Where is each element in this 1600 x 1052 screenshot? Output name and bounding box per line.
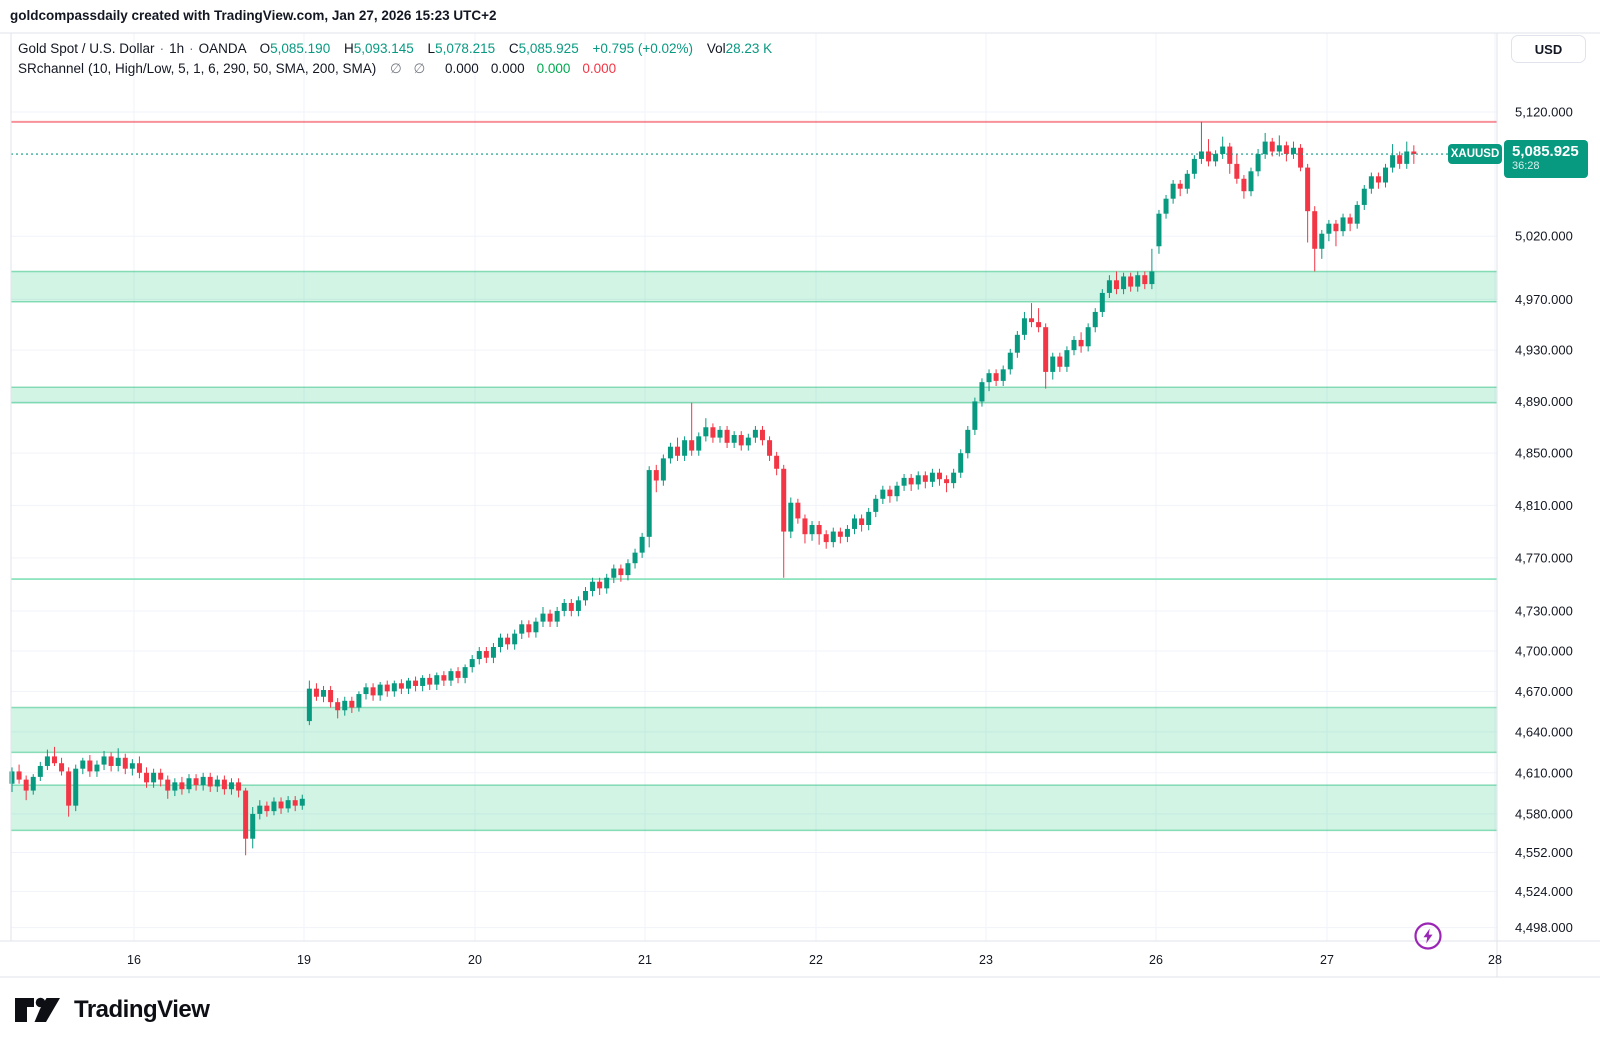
gridlines <box>11 33 1497 941</box>
low-value: 5,078.215 <box>435 41 496 56</box>
legend-symbol-row[interactable]: Gold Spot / U.S. Dollar · 1h · OANDA O5,085.… <box>18 39 772 59</box>
price-tick-label: 4,930.000 <box>1515 343 1573 358</box>
panel-borders <box>0 32 1600 978</box>
legend-separator: · <box>189 41 194 56</box>
indicator-params: (10, High/Low, 5, 1, 6, 290, 50, SMA, 20… <box>88 61 377 76</box>
price-tick-label: 4,730.000 <box>1515 603 1573 618</box>
indicator-value: 0.000 <box>536 61 571 76</box>
currency-toggle-button[interactable]: USD <box>1511 35 1586 63</box>
symbol-ticker: XAUUSD <box>1450 148 1500 160</box>
support-resistance-bands <box>11 270 1497 832</box>
price-tick-label: 4,640.000 <box>1515 724 1573 739</box>
lightning-bolt-icon <box>1414 922 1442 950</box>
close-value: 5,085.925 <box>518 41 579 56</box>
time-tick-label: 23 <box>979 953 993 967</box>
last-price-axis-label: 5,085.925 36:28 <box>1504 140 1588 178</box>
time-tick-label: 21 <box>638 953 652 967</box>
currency-label: USD <box>1534 41 1563 57</box>
time-tick-label: 19 <box>297 953 311 967</box>
price-tick-label: 4,552.000 <box>1515 845 1573 860</box>
tradingview-glyph-icon <box>15 997 60 1022</box>
indicator-value: 0.000 <box>445 61 479 76</box>
change-value: +0.795 (+0.02%) <box>592 41 694 56</box>
price-axis[interactable]: 5,120.000 5,020.000 4,970.000 4,930.000 4,89… <box>1515 105 1573 936</box>
time-tick-label: 28 <box>1488 953 1502 967</box>
time-axis[interactable]: 16 19 20 21 22 23 26 27 28 <box>127 953 1502 967</box>
price-tick-label: 4,890.000 <box>1515 394 1573 409</box>
legend-indicator-row[interactable]: SRchannel (10, High/Low, 5, 1, 6, 290, 50… <box>18 59 772 79</box>
chart-legend: Gold Spot / U.S. Dollar · 1h · OANDA O5,085.… <box>18 39 772 79</box>
price-tick-label: 4,580.000 <box>1515 806 1573 821</box>
indicator-null-values: ∅ ∅ <box>389 61 430 76</box>
indicator-value: 0.000 <box>490 61 525 76</box>
time-tick-label: 27 <box>1320 953 1334 967</box>
tradingview-logo[interactable]: TradingView <box>15 996 210 1024</box>
low-key: L <box>427 41 436 56</box>
price-tick-label: 5,020.000 <box>1515 229 1573 244</box>
open-key: O <box>259 41 271 56</box>
candles <box>9 121 1417 856</box>
legend-separator: · <box>159 41 165 56</box>
last-price-symbol-chip: XAUUSD <box>1448 144 1502 164</box>
price-tick-label: 4,850.000 <box>1515 446 1573 461</box>
volume-value: 28.23 K <box>725 41 773 56</box>
time-tick-label: 16 <box>127 953 141 967</box>
indicator-value: 0.000 <box>582 61 617 76</box>
time-tick-label: 22 <box>809 953 823 967</box>
price-tick-label: 4,770.000 <box>1515 550 1573 565</box>
price-tick-label: 4,524.000 <box>1515 884 1573 899</box>
high-key: H <box>343 41 354 56</box>
bar-countdown: 36:28 <box>1512 160 1540 172</box>
price-tick-label: 4,498.000 <box>1515 920 1573 935</box>
price-tick-label: 4,810.000 <box>1515 498 1573 513</box>
high-value: 5,093.145 <box>353 41 414 56</box>
open-value: 5,085.190 <box>270 41 331 56</box>
time-tick-label: 20 <box>468 953 482 967</box>
symbol-title[interactable]: Gold Spot / U.S. Dollar <box>18 41 155 56</box>
watermark-text: goldcompassdaily created with TradingVie… <box>10 8 497 23</box>
tradingview-wordmark: TradingView <box>74 996 210 1023</box>
price-tick-label: 4,970.000 <box>1515 292 1573 307</box>
price-tick-label: 4,610.000 <box>1515 765 1573 780</box>
volume-key: Vol <box>706 41 726 56</box>
indicator-values: 0.000 0.000 0.000 0.000 <box>433 61 616 76</box>
close-key: C <box>508 41 519 56</box>
exchange-label[interactable]: OANDA <box>198 41 246 56</box>
price-tick-label: 4,700.000 <box>1515 644 1573 659</box>
time-tick-label: 26 <box>1149 953 1163 967</box>
price-tick-label: 5,120.000 <box>1515 105 1573 120</box>
interval-label[interactable]: 1h <box>169 41 185 56</box>
price-tick-label: 4,670.000 <box>1515 684 1573 699</box>
instant-order-icon[interactable] <box>1413 921 1443 951</box>
last-price-value: 5,085.925 <box>1512 143 1579 160</box>
indicator-name[interactable]: SRchannel <box>18 61 85 76</box>
